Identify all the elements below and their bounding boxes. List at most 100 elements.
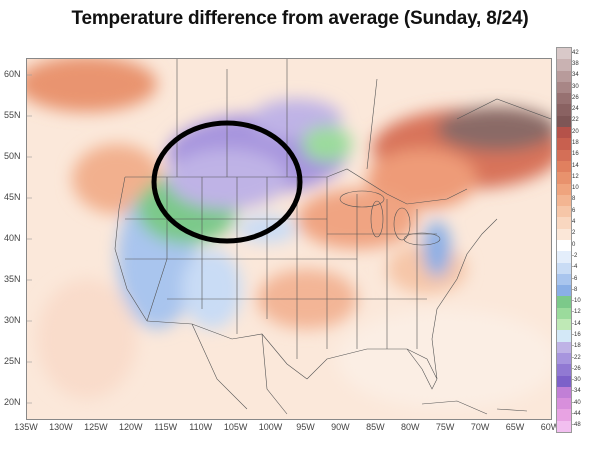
page-title: Temperature difference from average (Sun…	[71, 8, 529, 29]
latitude-label: 45N	[4, 192, 21, 202]
legend-value: -14	[572, 320, 581, 327]
legend-value: 6	[572, 207, 576, 214]
legend-swatch	[557, 386, 571, 399]
legend-swatch	[557, 375, 571, 388]
longitude-label: 85W	[366, 422, 385, 432]
legend-swatch	[557, 81, 571, 94]
legend-value: -2	[572, 252, 578, 259]
longitude-label: 110W	[189, 422, 213, 432]
legend-swatch	[557, 115, 571, 128]
legend-swatch	[557, 364, 571, 377]
legend-swatch	[557, 194, 571, 207]
legend-value: 2	[572, 230, 576, 237]
legend-value: -4	[572, 264, 578, 271]
longitude-label: 125W	[84, 422, 108, 432]
legend-value: -34	[572, 388, 581, 395]
legend-swatch	[557, 172, 571, 185]
legend-swatch	[557, 183, 571, 196]
legend-value: -6	[572, 275, 578, 282]
latitude-label: 25N	[4, 356, 21, 366]
legend-swatch	[557, 70, 571, 83]
legend-value: -10	[572, 298, 581, 305]
legend-swatch	[557, 319, 571, 331]
longitude-label: 115W	[154, 422, 178, 432]
legend-swatch	[557, 104, 571, 117]
legend-swatch	[557, 273, 571, 286]
legend-value: 12	[572, 173, 579, 180]
legend-value: 18	[572, 140, 579, 146]
legend-value: 42	[572, 49, 579, 56]
legend-value: 10	[572, 185, 579, 192]
legend-value: 20	[572, 128, 579, 135]
legend-swatch	[557, 149, 571, 162]
legend-value: -40	[572, 399, 581, 406]
legend-value: -12	[572, 309, 581, 316]
legend-swatch	[557, 285, 571, 297]
legend-value: 34	[572, 72, 579, 79]
legend-swatch	[557, 262, 571, 275]
legend-value: 38	[572, 60, 579, 67]
legend-value: -16	[572, 332, 581, 338]
legend-value: 22	[572, 117, 579, 124]
lat-ticks	[27, 74, 32, 404]
legend-value: 26	[572, 94, 579, 101]
legend-swatch	[557, 48, 571, 60]
legend-swatch	[557, 307, 571, 320]
legend-swatch	[557, 398, 571, 410]
map-svg	[27, 59, 551, 419]
legend-value: 30	[572, 83, 579, 90]
legend-swatch	[557, 420, 571, 433]
legend-value: -18	[572, 343, 581, 350]
legend-value: -44	[572, 411, 581, 418]
longitude-label: 100W	[258, 422, 283, 432]
longitude-label: 70W	[470, 422, 490, 432]
latitude-label: 35N	[4, 274, 21, 284]
legend-swatch	[557, 352, 571, 365]
legend-swatch	[557, 330, 571, 343]
legend-value: 0	[572, 241, 576, 248]
latitude-label: 60N	[4, 69, 21, 79]
legend-value: 24	[572, 106, 579, 113]
legend-swatch	[557, 409, 571, 422]
latitude-label: 50N	[4, 151, 21, 161]
legend-swatch	[557, 127, 571, 139]
longitude-label: 135W	[14, 422, 38, 432]
legend-value: 14	[572, 162, 579, 169]
legend-value: -26	[572, 365, 581, 372]
legend-swatch	[557, 228, 571, 241]
legend-swatch	[557, 59, 571, 72]
legend-swatch	[557, 138, 571, 151]
annotation-ellipse	[151, 120, 303, 244]
longitude-label: 120W	[119, 422, 143, 432]
legend-value: -22	[572, 354, 581, 361]
latitude-label: 55N	[4, 110, 21, 120]
longitude-label: 105W	[223, 422, 248, 432]
longitude-label: 65W	[505, 422, 525, 432]
longitude-label: 95W	[296, 422, 315, 432]
legend-swatch	[557, 93, 571, 105]
boundary-lines	[114, 59, 551, 415]
legend-swatch	[557, 251, 571, 264]
legend-value: 16	[572, 151, 579, 158]
longitude-label: 80W	[401, 422, 420, 432]
longitude-label: 60W	[540, 422, 560, 432]
legend-swatch	[557, 240, 571, 252]
legend-swatch	[557, 296, 571, 309]
legend-value: -30	[572, 377, 581, 384]
latitude-label: 40N	[4, 233, 21, 243]
legend-value: 4	[572, 219, 576, 226]
legend-value: -8	[572, 286, 578, 293]
longitude-label: 130W	[49, 422, 73, 432]
latitude-label: 30N	[4, 315, 21, 325]
legend-swatch	[557, 341, 571, 354]
color-legend	[556, 47, 572, 433]
legend-swatch	[557, 217, 571, 230]
longitude-label: 75W	[435, 422, 455, 432]
latitude-label: 20N	[4, 397, 21, 407]
legend-value: -48	[572, 422, 581, 429]
longitude-label: 90W	[331, 422, 350, 432]
legend-value: 8	[572, 196, 576, 203]
legend-swatch	[557, 160, 571, 173]
legend-swatch	[557, 206, 571, 218]
temperature-anomaly-map	[26, 58, 552, 420]
